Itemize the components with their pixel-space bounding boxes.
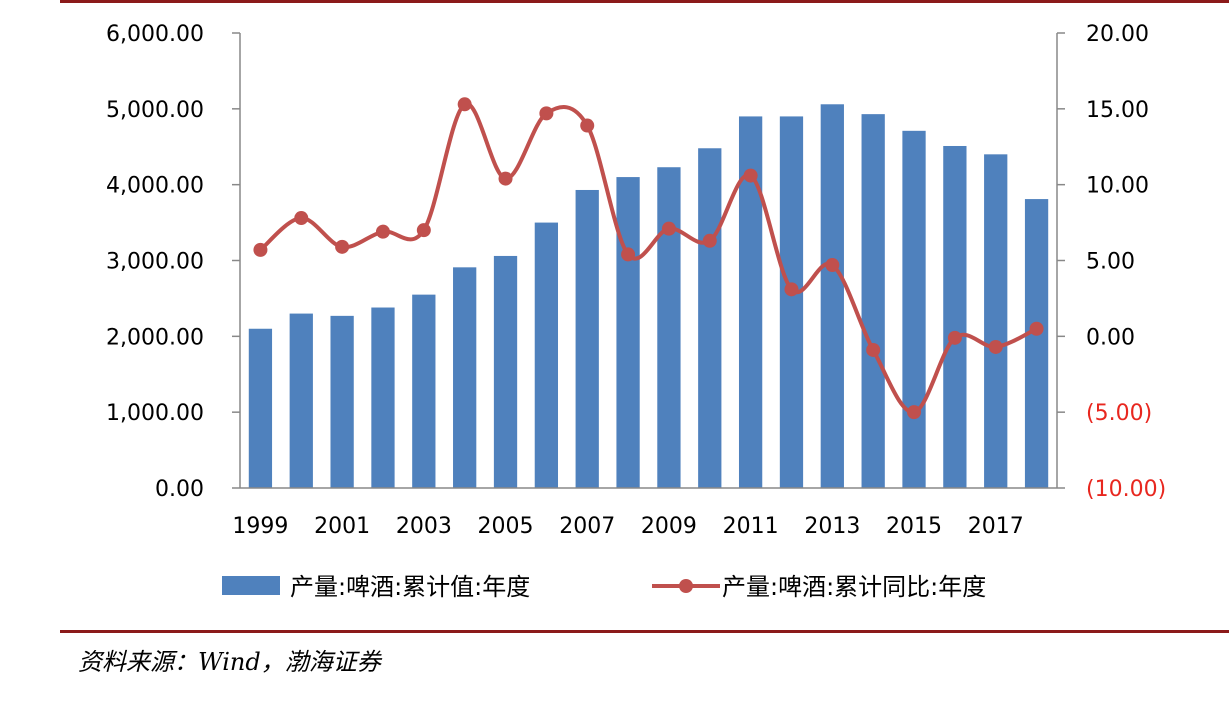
bar-2013 <box>820 104 844 488</box>
line-point-2015 <box>907 405 922 420</box>
bar-2004 <box>453 267 477 488</box>
bar-2007 <box>575 189 599 488</box>
right-tick-label: (10.00) <box>1086 477 1166 502</box>
x-tick-label: 2013 <box>804 514 860 539</box>
line-point-2017 <box>988 339 1003 354</box>
legend-bar-swatch <box>222 576 280 595</box>
x-tick-label: 2003 <box>396 514 452 539</box>
bar-2016 <box>943 145 967 489</box>
right-tick-label: 5.00 <box>1086 250 1135 275</box>
x-tick-label: 2011 <box>723 514 779 539</box>
left-tick-label: 5,000.00 <box>106 98 204 123</box>
line-point-2010 <box>702 233 717 248</box>
x-tick-label: 2009 <box>641 514 697 539</box>
line-point-2001 <box>335 239 350 254</box>
bar-2010 <box>698 148 722 488</box>
bar-2012 <box>779 116 804 489</box>
bar-2006 <box>534 222 559 488</box>
right-tick-label: (5.00) <box>1086 401 1152 426</box>
left-tick-label: 1,000.00 <box>106 401 204 426</box>
line-point-2005 <box>498 171 513 186</box>
legend: 产量:啤酒:累计值:年度 产量:啤酒:累计同比:年度 <box>222 573 986 601</box>
bar-2008 <box>616 177 640 488</box>
line-point-2014 <box>866 342 881 357</box>
source-note: 资料来源：Wind，渤海证券 <box>78 648 381 676</box>
line-point-2002 <box>375 224 390 239</box>
line-point-2013 <box>825 258 840 273</box>
line-point-2012 <box>784 282 799 297</box>
left-tick-label: 2,000.00 <box>106 325 204 350</box>
line-point-1999 <box>253 242 268 257</box>
bar-2009 <box>657 167 681 489</box>
line-series <box>253 97 1044 420</box>
bottom-rule <box>60 630 1229 633</box>
right-axis-ticks: (10.00) (5.00) 0.00 5.00 10.00 15.00 20.00 <box>1057 22 1166 502</box>
left-tick-label: 6,000.00 <box>106 22 204 47</box>
line-point-2016 <box>947 330 962 345</box>
line-point-2009 <box>661 221 676 236</box>
legend-bar-label: 产量:啤酒:累计值:年度 <box>290 573 530 601</box>
line-point-2006 <box>539 106 554 121</box>
bar-2002 <box>371 307 395 488</box>
line-point-2018 <box>1029 321 1044 336</box>
line-point-2008 <box>621 247 636 262</box>
left-tick-label: 4,000.00 <box>106 174 204 199</box>
left-tick-label: 3,000.00 <box>106 250 204 275</box>
line-point-2004 <box>457 97 472 112</box>
left-axis-ticks: 0.00 1,000.00 2,000.00 3,000.00 4,000.00 5,00… <box>106 22 240 502</box>
line-point-2007 <box>580 118 595 133</box>
legend-line-label: 产量:啤酒:累计同比:年度 <box>722 573 986 601</box>
bar-1999 <box>248 328 273 488</box>
line-point-2000 <box>294 211 309 226</box>
right-tick-label: 15.00 <box>1086 98 1149 123</box>
bar-2005 <box>493 255 518 488</box>
right-tick-label: 0.00 <box>1086 325 1135 350</box>
bar-series <box>248 104 1049 489</box>
x-tick-label: 2007 <box>559 514 615 539</box>
x-tick-label: 2001 <box>314 514 370 539</box>
right-tick-label: 10.00 <box>1086 174 1149 199</box>
line-point-2003 <box>416 223 431 238</box>
x-tick-label: 2015 <box>886 514 942 539</box>
bar-2000 <box>289 313 313 488</box>
bar-2017 <box>984 154 1008 488</box>
top-rule <box>60 0 1229 3</box>
x-axis-ticks: 1999 2001 2003 2005 2007 2009 2011 2013 2015 2017 <box>232 514 1023 539</box>
bar-2011 <box>738 116 763 489</box>
bar-2018 <box>1024 199 1049 488</box>
legend-line-marker <box>679 579 693 593</box>
axes <box>239 33 1058 489</box>
bar-2015 <box>902 130 926 488</box>
x-tick-label: 2005 <box>478 514 534 539</box>
line-point-2011 <box>743 168 758 183</box>
x-tick-label: 1999 <box>232 514 288 539</box>
left-tick-label: 0.00 <box>155 477 204 502</box>
bar-2003 <box>412 294 436 489</box>
bar-2014 <box>861 114 885 488</box>
yoy-line <box>259 102 1038 415</box>
x-tick-label: 2017 <box>968 514 1024 539</box>
bar-2001 <box>330 315 354 488</box>
beer-production-chart: 0.00 1,000.00 2,000.00 3,000.00 4,000.00 5,00… <box>106 22 1166 601</box>
right-tick-label: 20.00 <box>1086 22 1149 47</box>
